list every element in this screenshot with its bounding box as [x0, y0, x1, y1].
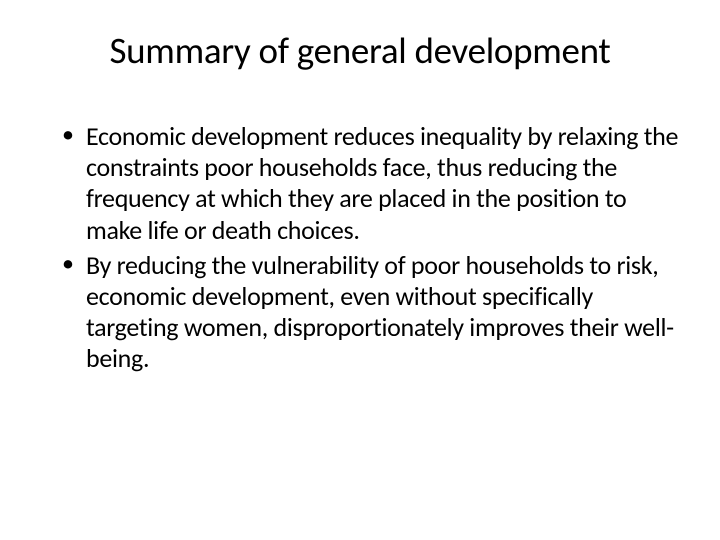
slide-container: Summary of general development Economic … [0, 0, 720, 540]
slide-title: Summary of general development [40, 28, 680, 73]
bullet-item: Economic development reduces inequality … [62, 121, 680, 246]
bullet-item: By reducing the vulnerability of poor ho… [62, 250, 680, 375]
bullet-list: Economic development reduces inequality … [40, 121, 680, 375]
